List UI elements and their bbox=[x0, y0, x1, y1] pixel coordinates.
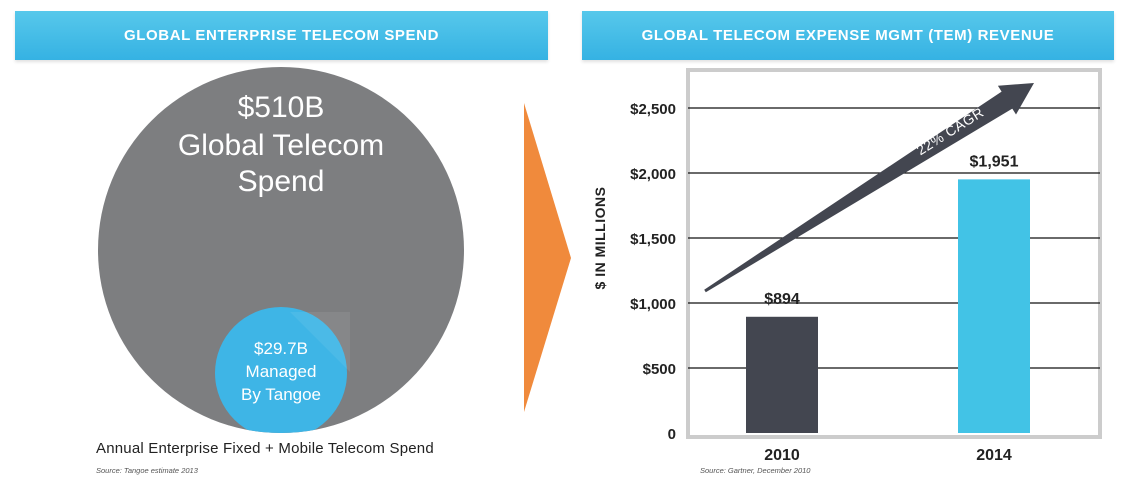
y-tick-label: $500 bbox=[643, 361, 676, 378]
tem-revenue-chart: 0 $500 $1,000 $1,500 $2,000 $2,500 $ IN MILLI… bbox=[592, 68, 1102, 464]
transition-arrow-icon bbox=[524, 103, 571, 412]
y-axis-label: $ IN MILLIONS bbox=[592, 187, 608, 290]
cagr-annotation: 22% CAGR bbox=[913, 104, 986, 158]
tangoe-label-line1: Managed bbox=[246, 362, 317, 381]
spend-caption: Annual Enterprise Fixed + Mobile Telecom… bbox=[96, 440, 434, 457]
y-tick-label: $1,500 bbox=[630, 231, 676, 248]
bar-data-label: $1,951 bbox=[970, 153, 1019, 170]
x-tick-label: 2014 bbox=[976, 447, 1012, 464]
spend-circle-chart: $510B Global Telecom Spend $29.7B Manage… bbox=[98, 67, 464, 433]
global-spend-label-line1: Global Telecom bbox=[178, 129, 384, 162]
y-axis-ticks: 0 $500 $1,000 $1,500 $2,000 $2,500 bbox=[630, 101, 676, 443]
x-axis-ticks: 2010 2014 bbox=[764, 447, 1012, 464]
bar-data-label: $894 bbox=[764, 291, 800, 308]
y-tick-label: 0 bbox=[668, 426, 676, 443]
tangoe-managed-circle bbox=[215, 307, 347, 433]
growth-arrow-icon bbox=[704, 83, 1034, 293]
right-source-note: Source: Gartner, December 2010 bbox=[700, 466, 811, 475]
bar-2010 bbox=[746, 316, 818, 433]
tangoe-label-line2: By Tangoe bbox=[241, 385, 321, 404]
y-tick-label: $2,500 bbox=[630, 101, 676, 118]
tangoe-value: $29.7B bbox=[254, 339, 308, 358]
right-panel-header: GLOBAL TELECOM EXPENSE MGMT (TEM) REVENU… bbox=[582, 11, 1114, 60]
x-tick-label: 2010 bbox=[764, 447, 800, 464]
left-panel-header: GLOBAL ENTERPRISE TELECOM SPEND bbox=[15, 11, 548, 60]
circle-highlight-shape bbox=[290, 312, 350, 372]
bars bbox=[746, 179, 1030, 433]
bar-data-labels: $894 $1,951 bbox=[764, 153, 1018, 307]
y-tick-label: $1,000 bbox=[630, 296, 676, 313]
global-spend-circle bbox=[98, 67, 464, 433]
y-tick-label: $2,000 bbox=[630, 166, 676, 183]
global-spend-label-line2: Spend bbox=[238, 165, 325, 198]
bar-2014 bbox=[958, 179, 1030, 433]
chart-frame bbox=[686, 68, 1102, 439]
left-source-note: Source: Tangoe estimate 2013 bbox=[96, 466, 198, 475]
global-spend-value: $510B bbox=[238, 91, 325, 124]
